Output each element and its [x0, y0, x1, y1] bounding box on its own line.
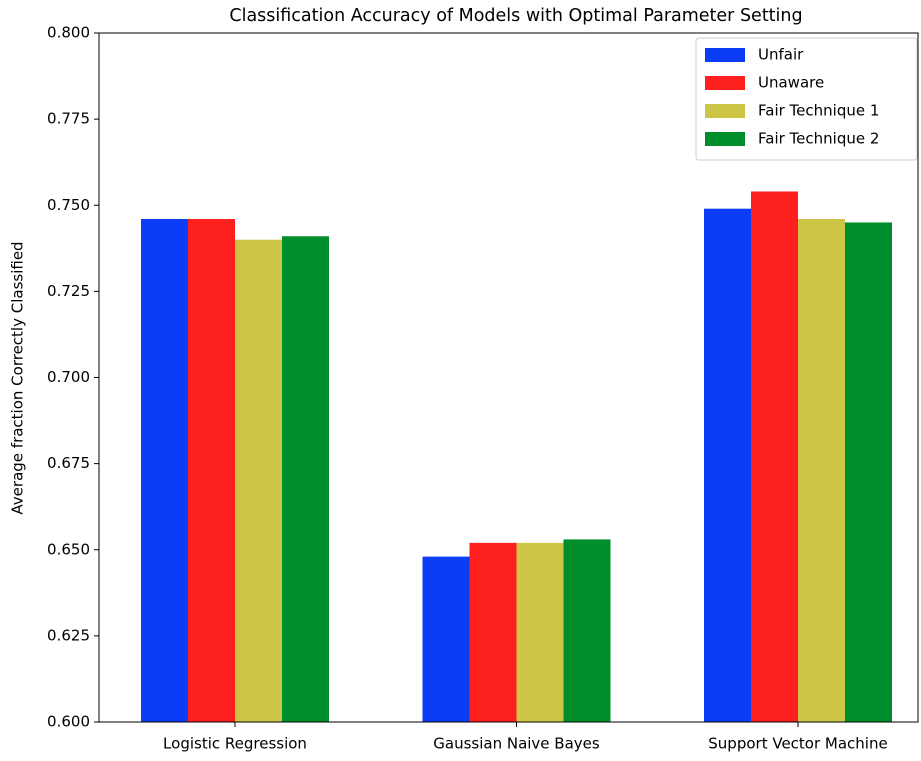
legend-label: Fair Technique 1	[758, 102, 879, 120]
y-tick-label: 0.750	[47, 196, 90, 214]
x-tick-label: Logistic Regression	[163, 735, 307, 753]
y-tick-label: 0.600	[47, 713, 90, 731]
y-tick-label: 0.775	[47, 110, 90, 128]
bar	[845, 222, 892, 722]
bar	[188, 219, 235, 722]
legend-swatch	[705, 104, 745, 118]
legend-label: Unaware	[758, 74, 824, 92]
bar	[422, 556, 470, 722]
legend-swatch	[705, 48, 745, 62]
y-axis-label: Average fraction Correctly Classified	[9, 241, 27, 514]
y-tick-label: 0.700	[47, 368, 90, 386]
y-tick-label: 0.725	[47, 282, 90, 300]
y-tick-label: 0.650	[47, 540, 90, 558]
legend-swatch	[705, 132, 745, 146]
bar	[282, 236, 329, 722]
legend-label: Unfair	[758, 46, 804, 64]
x-tick-label: Support Vector Machine	[708, 735, 887, 753]
bar	[469, 542, 517, 722]
bar	[563, 539, 611, 722]
bar	[235, 239, 282, 722]
legend-label: Fair Technique 2	[758, 130, 879, 148]
y-tick-label: 0.800	[47, 24, 90, 42]
plot-frame	[98, 32, 919, 723]
chart-title: Classification Accuracy of Models with O…	[229, 6, 802, 26]
y-tick-label: 0.625	[47, 626, 90, 644]
y-tick-label: 0.675	[47, 454, 90, 472]
bar	[704, 208, 751, 722]
bar	[516, 542, 564, 722]
bar	[141, 219, 188, 722]
x-tick-label: Gaussian Naive Bayes	[433, 735, 600, 753]
legend-swatch	[705, 76, 745, 90]
bar	[798, 219, 845, 722]
bar	[751, 191, 798, 723]
legend	[695, 37, 918, 161]
